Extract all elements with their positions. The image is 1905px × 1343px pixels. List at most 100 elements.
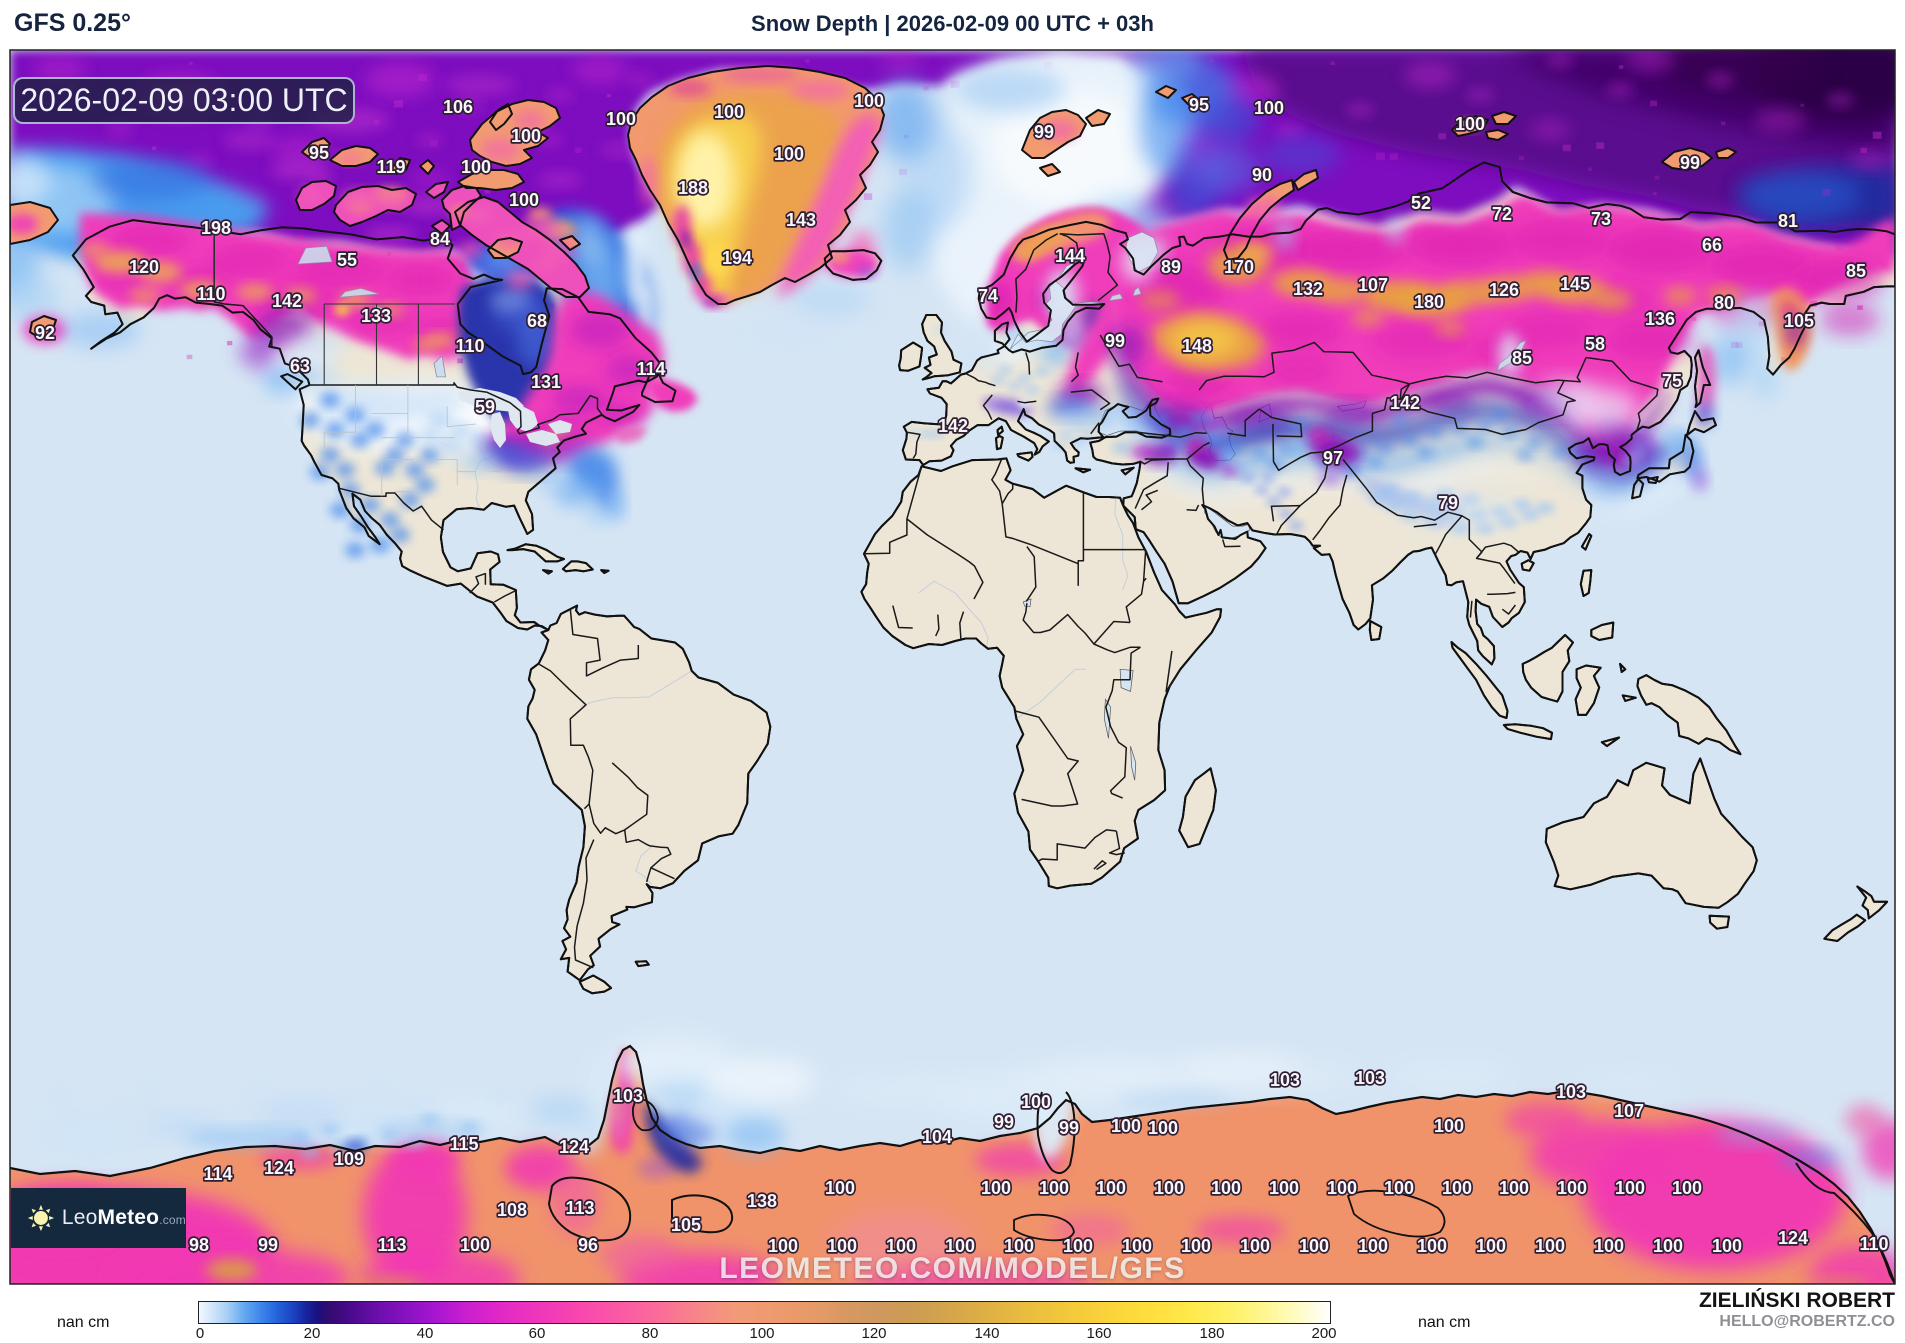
svg-text:99: 99 <box>1059 1118 1079 1138</box>
svg-text:100: 100 <box>1653 1236 1683 1256</box>
svg-text:138: 138 <box>747 1191 777 1211</box>
svg-text:133: 133 <box>361 306 391 326</box>
svg-text:98: 98 <box>189 1235 209 1255</box>
svg-text:85: 85 <box>1512 348 1532 368</box>
svg-text:110: 110 <box>196 284 225 304</box>
svg-text:80: 80 <box>1714 293 1734 313</box>
svg-text:100: 100 <box>511 126 541 146</box>
svg-text:115: 115 <box>449 1134 478 1154</box>
svg-text:106: 106 <box>443 97 473 117</box>
svg-text:58: 58 <box>1585 334 1605 354</box>
svg-text:52: 52 <box>1411 193 1431 213</box>
svg-text:59: 59 <box>475 397 495 417</box>
svg-text:75: 75 <box>1662 371 1682 391</box>
svg-text:100: 100 <box>460 1235 490 1255</box>
svg-text:55: 55 <box>337 250 357 270</box>
svg-text:97: 97 <box>1323 448 1343 468</box>
svg-text:100: 100 <box>1240 1236 1270 1256</box>
svg-text:194: 194 <box>722 248 752 268</box>
svg-text:100: 100 <box>945 1236 975 1256</box>
svg-text:103: 103 <box>1270 1070 1300 1090</box>
svg-text:143: 143 <box>786 210 816 230</box>
svg-text:100: 100 <box>1672 1178 1702 1198</box>
svg-text:96: 96 <box>578 1235 598 1255</box>
svg-text:89: 89 <box>1161 257 1181 277</box>
svg-text:92: 92 <box>35 323 55 343</box>
svg-text:100: 100 <box>981 1178 1011 1198</box>
svg-text:188: 188 <box>678 178 708 198</box>
svg-text:100: 100 <box>1269 1178 1299 1198</box>
svg-text:100: 100 <box>1211 1178 1241 1198</box>
svg-text:100: 100 <box>854 91 884 111</box>
svg-text:100: 100 <box>1384 1178 1414 1198</box>
svg-text:136: 136 <box>1645 309 1675 329</box>
svg-text:107: 107 <box>1358 275 1388 295</box>
svg-text:100: 100 <box>461 157 491 177</box>
svg-text:100: 100 <box>1442 1178 1472 1198</box>
svg-text:99: 99 <box>994 1112 1014 1132</box>
svg-text:73: 73 <box>1591 209 1611 229</box>
svg-text:68: 68 <box>527 311 547 331</box>
svg-text:100: 100 <box>1181 1236 1211 1256</box>
svg-text:100: 100 <box>1111 1116 1141 1136</box>
svg-text:100: 100 <box>1434 1116 1464 1136</box>
svg-text:107: 107 <box>1614 1101 1644 1121</box>
svg-text:100: 100 <box>886 1236 916 1256</box>
svg-text:84: 84 <box>430 229 450 249</box>
svg-text:100: 100 <box>827 1236 857 1256</box>
svg-text:100: 100 <box>1327 1178 1357 1198</box>
svg-text:198: 198 <box>201 218 231 238</box>
svg-text:99: 99 <box>1034 122 1054 142</box>
svg-text:180: 180 <box>1414 292 1444 312</box>
svg-text:124: 124 <box>1778 1228 1808 1248</box>
svg-text:114: 114 <box>636 359 665 379</box>
svg-text:66: 66 <box>1702 235 1722 255</box>
svg-text:142: 142 <box>1390 393 1420 413</box>
svg-text:100: 100 <box>1063 1236 1093 1256</box>
svg-text:95: 95 <box>309 143 329 163</box>
svg-text:100: 100 <box>774 144 804 164</box>
svg-text:100: 100 <box>1417 1236 1447 1256</box>
svg-text:100: 100 <box>1712 1236 1742 1256</box>
svg-text:85: 85 <box>1846 261 1866 281</box>
svg-text:100: 100 <box>1122 1236 1152 1256</box>
svg-text:100: 100 <box>1254 98 1284 118</box>
svg-text:100: 100 <box>768 1236 798 1256</box>
svg-text:100: 100 <box>1148 1118 1178 1138</box>
svg-text:100: 100 <box>1455 114 1485 134</box>
svg-text:142: 142 <box>938 416 968 436</box>
svg-text:103: 103 <box>1556 1082 1586 1102</box>
svg-text:100: 100 <box>1499 1178 1529 1198</box>
svg-text:100: 100 <box>1039 1178 1069 1198</box>
svg-text:100: 100 <box>714 102 744 122</box>
svg-text:90: 90 <box>1252 165 1272 185</box>
svg-text:100: 100 <box>1615 1178 1645 1198</box>
svg-text:100: 100 <box>1557 1178 1587 1198</box>
svg-text:132: 132 <box>1293 279 1323 299</box>
svg-text:148: 148 <box>1182 336 1212 356</box>
svg-text:95: 95 <box>1189 95 1209 115</box>
svg-text:145: 145 <box>1560 274 1590 294</box>
svg-text:74: 74 <box>978 286 998 306</box>
svg-text:79: 79 <box>1438 493 1458 513</box>
svg-text:144: 144 <box>1055 246 1085 266</box>
svg-text:110: 110 <box>1859 1234 1888 1254</box>
svg-text:131: 131 <box>531 372 561 392</box>
svg-text:100: 100 <box>1021 1092 1051 1112</box>
svg-text:119: 119 <box>376 157 405 177</box>
svg-text:114: 114 <box>203 1164 232 1184</box>
svg-text:99: 99 <box>1680 153 1700 173</box>
svg-text:103: 103 <box>1355 1068 1385 1088</box>
svg-text:105: 105 <box>671 1215 701 1235</box>
svg-text:126: 126 <box>1489 280 1519 300</box>
svg-text:103: 103 <box>613 1086 643 1106</box>
svg-text:113: 113 <box>565 1198 594 1218</box>
svg-text:110: 110 <box>455 336 484 356</box>
svg-text:100: 100 <box>1594 1236 1624 1256</box>
svg-text:99: 99 <box>258 1235 278 1255</box>
svg-text:100: 100 <box>606 109 636 129</box>
svg-text:124: 124 <box>264 1158 294 1178</box>
svg-text:63: 63 <box>290 356 310 376</box>
svg-text:120: 120 <box>129 257 159 277</box>
svg-text:100: 100 <box>1358 1236 1388 1256</box>
